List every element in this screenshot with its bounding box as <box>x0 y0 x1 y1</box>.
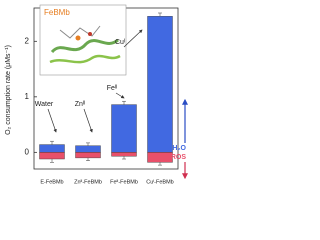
bar <box>147 152 173 163</box>
annotation: Cuᴵ <box>115 39 125 46</box>
annotation-arrow <box>115 92 125 99</box>
x-tick-label: Znᴵᴵ-FeBMb <box>74 178 102 185</box>
bar <box>75 152 101 159</box>
x-tick-label: Cuᴵ-FeBMb <box>146 178 174 185</box>
bar <box>39 144 65 153</box>
legend-label: H₂O <box>172 145 186 152</box>
annotation-arrow <box>83 108 93 133</box>
bar <box>111 152 137 157</box>
inset-label: FeBMb <box>44 8 70 17</box>
annotation: Feᴵᴵ <box>107 85 118 92</box>
y-tick-label: 0 <box>25 147 30 156</box>
y-tick-label: 1 <box>25 92 30 101</box>
bar <box>147 16 173 153</box>
y-axis-label: O₂ consumption rate (μMs⁻¹) <box>5 45 12 135</box>
annotation: Znᴵᴵ <box>75 101 86 108</box>
inset <box>39 4 127 76</box>
bar <box>39 152 65 160</box>
bar <box>75 145 101 153</box>
annotation-arrow <box>123 29 143 48</box>
y-tick-label: 2 <box>25 36 30 45</box>
bar <box>111 104 137 153</box>
chart: O₂ consumption rate (μMs⁻¹) FeBMb 0 1 2 E-F… <box>5 4 188 185</box>
annotation: Water <box>35 101 54 108</box>
annotation-arrow <box>47 108 57 133</box>
x-tick-label: Feᴵᴵ-FeBMb <box>110 178 138 185</box>
legend-label: ROS <box>171 154 187 161</box>
x-tick-label: E-FeBMb <box>40 179 63 185</box>
